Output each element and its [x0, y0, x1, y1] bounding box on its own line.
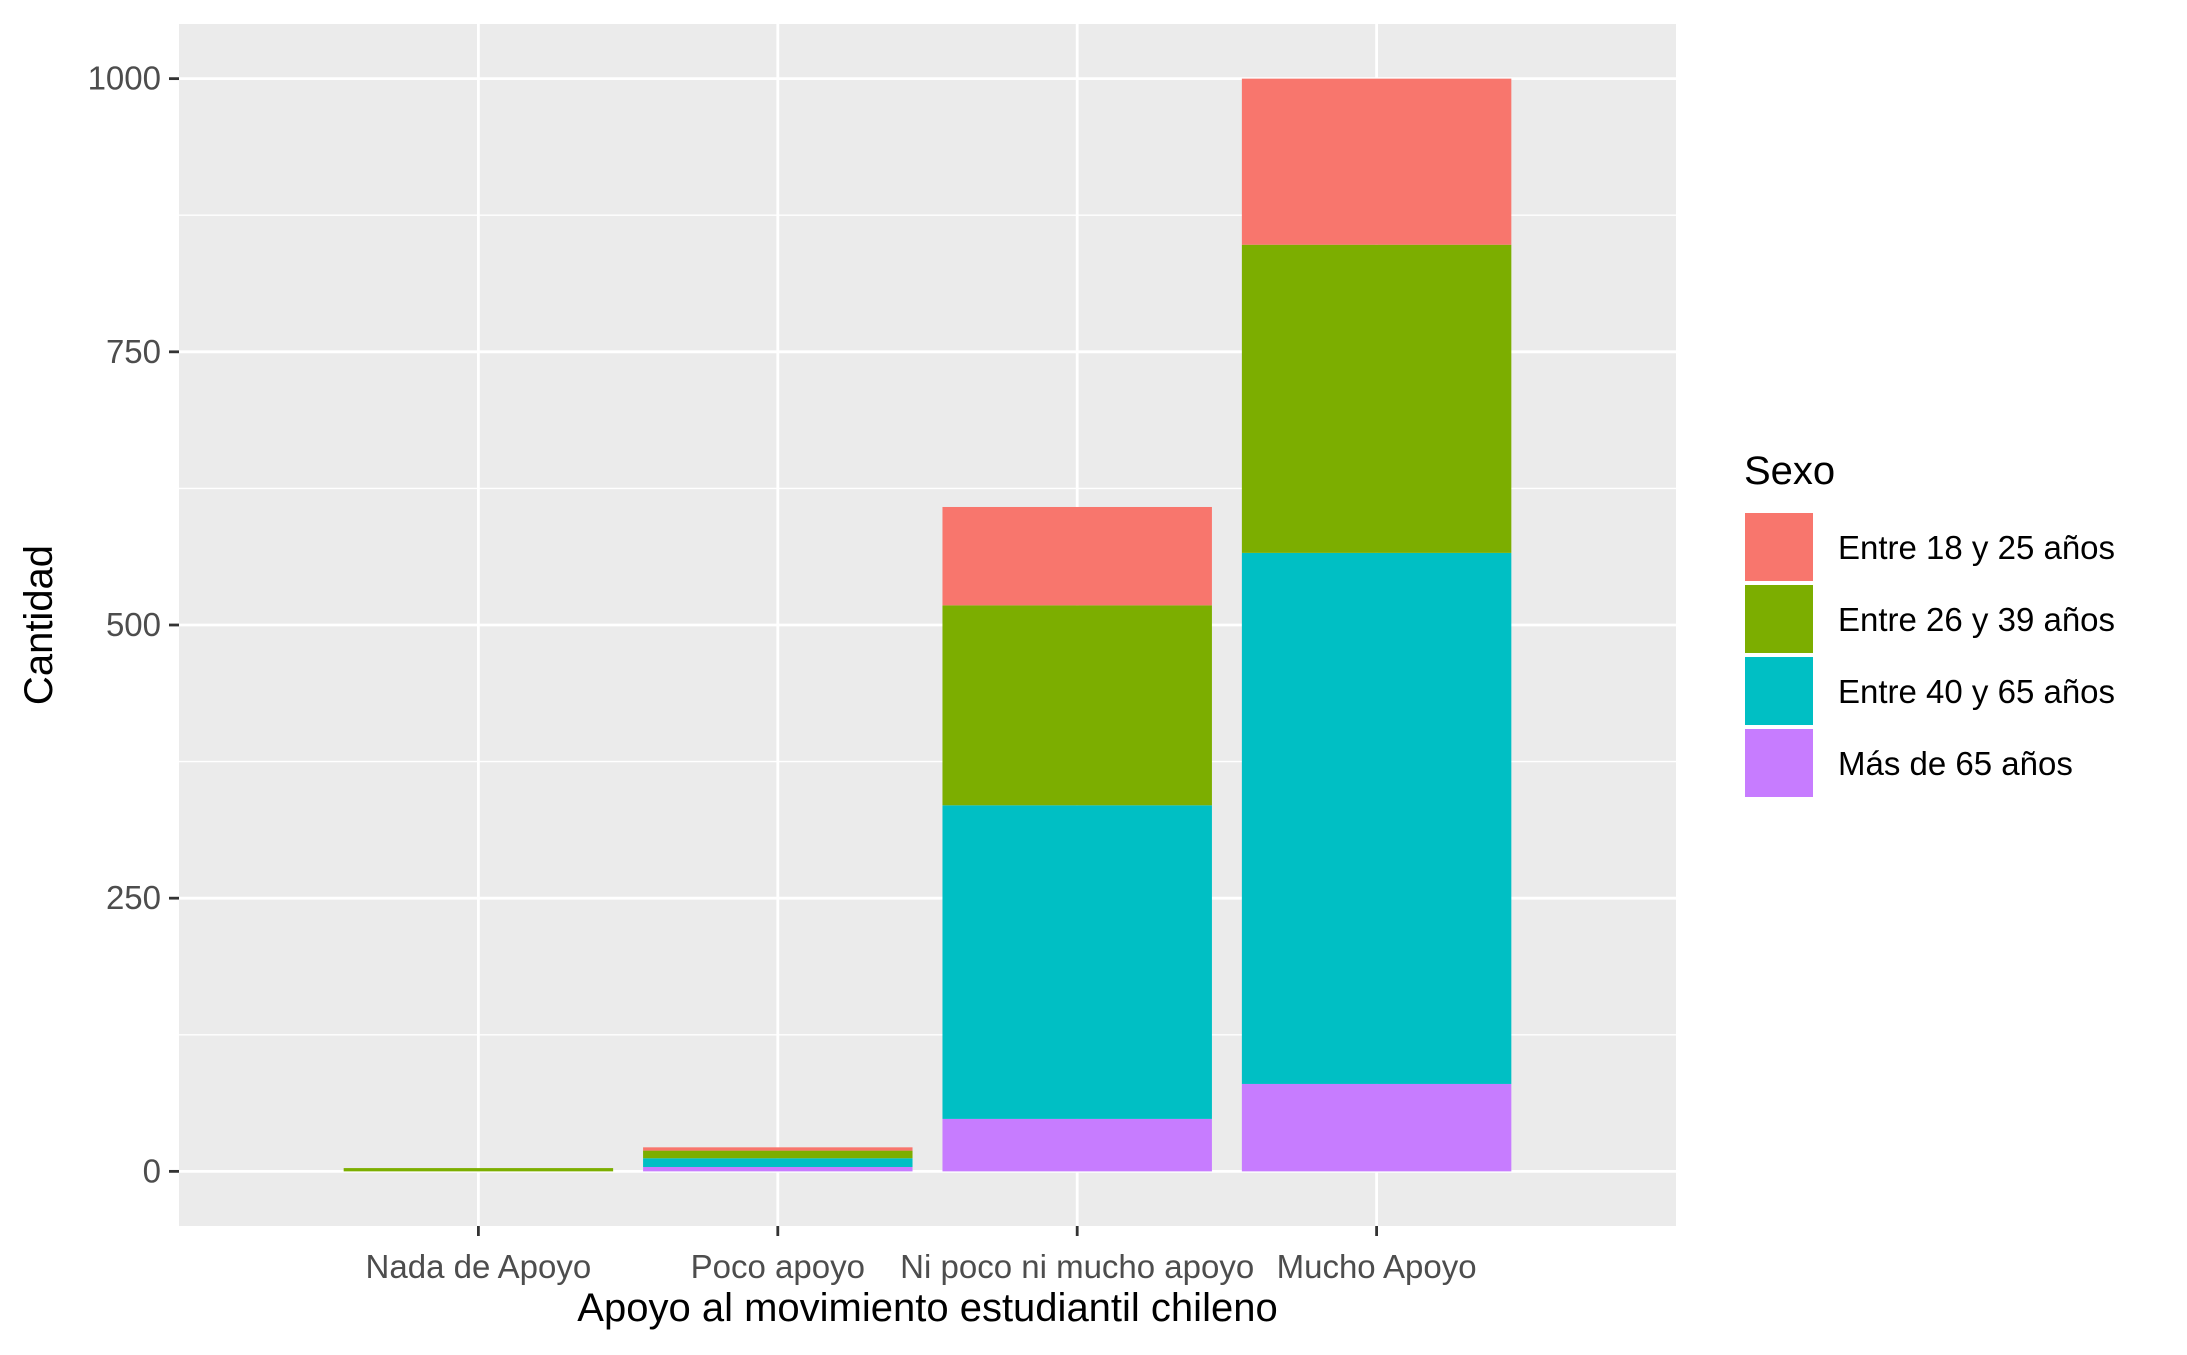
bar-segment — [643, 1158, 913, 1167]
bar-segment — [343, 1168, 614, 1172]
x-tick-label: Nada de Apoyo — [366, 1248, 592, 1285]
y-tick-label: 1000 — [88, 60, 161, 97]
bar-segment — [942, 805, 1212, 1119]
x-axis-title: Apoyo al movimiento estudiantil chileno — [577, 1286, 1277, 1330]
legend-label: Entre 26 y 39 años — [1838, 601, 2115, 638]
legend-label: Más de 65 años — [1838, 745, 2073, 782]
y-tick-label: 750 — [106, 333, 161, 370]
bar-segment — [1241, 78, 1512, 245]
bar-segment — [942, 605, 1212, 806]
bar-segment — [942, 1118, 1212, 1172]
bar-segment — [643, 1150, 913, 1159]
bar-segment — [643, 1166, 913, 1172]
x-tick-label: Poco apoyo — [691, 1248, 865, 1285]
x-axis: Nada de Apoyo Poco apoyo Ni poco ni mucho … — [366, 1226, 1477, 1285]
y-tick-label: 250 — [106, 879, 161, 916]
y-axis-title: Cantidad — [17, 545, 61, 705]
legend-title: Sexo — [1744, 449, 1835, 493]
legend-label: Entre 40 y 65 años — [1838, 673, 2115, 710]
bar-segment — [643, 1147, 913, 1151]
y-tick-label: 0 — [143, 1152, 161, 1189]
bars — [343, 78, 1512, 1172]
y-tick-label: 500 — [106, 606, 161, 643]
bar-segment — [942, 506, 1212, 606]
bar-segment — [1241, 244, 1512, 553]
x-tick-label: Ni poco ni mucho apoyo — [900, 1248, 1254, 1285]
bar-segment — [1241, 552, 1512, 1084]
bar-segment — [1241, 1083, 1512, 1172]
legend: Sexo Entre 18 y 25 años Entre 26 y 39 año… — [1744, 449, 2115, 797]
legend-key — [1745, 657, 1813, 725]
legend-key — [1745, 513, 1813, 581]
y-axis: 0 250 500 750 1000 — [88, 60, 179, 1189]
x-tick-label: Mucho Apoyo — [1277, 1248, 1477, 1285]
legend-key — [1745, 729, 1813, 797]
legend-key — [1745, 585, 1813, 653]
legend-label: Entre 18 y 25 años — [1838, 529, 2115, 566]
